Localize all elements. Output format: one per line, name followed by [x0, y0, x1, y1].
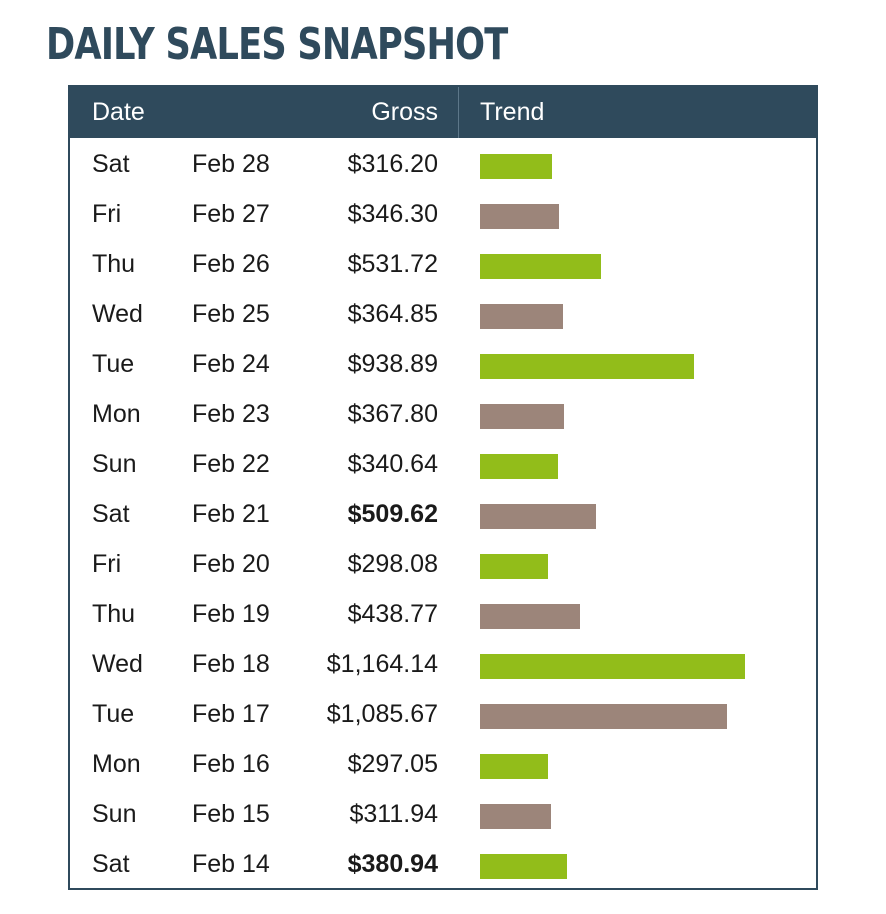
cell-date: Feb 17: [192, 700, 270, 728]
cell-date: Feb 19: [192, 600, 270, 628]
cell-date: Feb 16: [192, 750, 270, 778]
cell-gross: $1,164.14: [326, 650, 438, 678]
trend-bar: [480, 254, 601, 279]
cell-gross: $311.94: [349, 800, 438, 828]
cell-gross: $297.05: [347, 750, 438, 778]
table-row: Fri Feb 27 $346.30: [70, 188, 816, 238]
trend-bar: [480, 854, 567, 879]
cell-day: Sat: [92, 150, 130, 178]
table-row: Sat Feb 28 $316.20: [70, 138, 816, 188]
cell-gross: $340.64: [347, 450, 438, 478]
trend-bar: [480, 754, 548, 779]
cell-day: Sun: [92, 800, 137, 828]
cell-gross: $509.62: [347, 500, 438, 528]
cell-day: Mon: [92, 750, 141, 778]
cell-date: Feb 21: [192, 500, 270, 528]
trend-bar: [480, 504, 596, 529]
cell-date: Feb 24: [192, 350, 270, 378]
page-title: DAILY SALES SNAPSHOT: [46, 19, 508, 70]
cell-gross: $316.20: [347, 150, 438, 178]
sales-table: Date Gross Trend Sat Feb 28 $316.20 Fri Feb …: [68, 85, 818, 890]
cell-day: Wed: [92, 300, 143, 328]
cell-day: Sun: [92, 450, 137, 478]
cell-day: Thu: [92, 250, 136, 278]
table-row: Mon Feb 16 $297.05: [70, 738, 816, 788]
cell-date: Feb 28: [192, 150, 270, 178]
cell-date: Feb 27: [192, 200, 270, 228]
table-row: Sun Feb 22 $340.64: [70, 438, 816, 488]
cell-day: Fri: [92, 200, 122, 228]
cell-date: Feb 25: [192, 300, 270, 328]
table-body: Sat Feb 28 $316.20 Fri Feb 27 $346.30 Thu Feb 2…: [70, 138, 816, 888]
cell-date: Feb 23: [192, 400, 270, 428]
cell-day: Wed: [92, 650, 143, 678]
table-row: Wed Feb 18 $1,164.14: [70, 638, 816, 688]
trend-bar: [480, 304, 563, 329]
cell-day: Mon: [92, 400, 141, 428]
cell-date: Feb 22: [192, 450, 270, 478]
cell-day: Fri: [92, 550, 122, 578]
cell-day: Tue: [92, 350, 135, 378]
cell-day: Tue: [92, 700, 135, 728]
cell-day: Thu: [92, 600, 136, 628]
table-row: Fri Feb 20 $298.08: [70, 538, 816, 588]
table-row: Tue Feb 24 $938.89: [70, 338, 816, 388]
trend-bar: [480, 204, 559, 229]
cell-gross: $367.80: [347, 400, 438, 428]
header-gross: Gross: [371, 98, 438, 126]
cell-day: Sat: [92, 500, 130, 528]
trend-bar: [480, 404, 564, 429]
trend-bar: [480, 604, 580, 629]
cell-date: Feb 15: [192, 800, 270, 828]
header-date: Date: [92, 98, 145, 126]
table-row: Thu Feb 26 $531.72: [70, 238, 816, 288]
cell-date: Feb 18: [192, 650, 270, 678]
trend-bar: [480, 354, 694, 379]
cell-date: Feb 26: [192, 250, 270, 278]
trend-bar: [480, 804, 551, 829]
table-row: Sat Feb 21 $509.62: [70, 488, 816, 538]
cell-day: Sat: [92, 850, 130, 878]
cell-gross: $531.72: [347, 250, 438, 278]
cell-gross: $380.94: [347, 850, 438, 878]
cell-gross: $298.08: [347, 550, 438, 578]
cell-gross: $346.30: [347, 200, 438, 228]
cell-date: Feb 14: [192, 850, 270, 878]
header-trend: Trend: [480, 98, 545, 126]
cell-gross: $938.89: [347, 350, 438, 378]
trend-bar: [480, 654, 745, 679]
trend-bar: [480, 554, 548, 579]
trend-bar: [480, 454, 558, 479]
table-row: Tue Feb 17 $1,085.67: [70, 688, 816, 738]
cell-gross: $364.85: [347, 300, 438, 328]
table-row: Sat Feb 14 $380.94: [70, 838, 816, 888]
cell-date: Feb 20: [192, 550, 270, 578]
cell-gross: $1,085.67: [326, 700, 438, 728]
table-row: Wed Feb 25 $364.85: [70, 288, 816, 338]
table-row: Thu Feb 19 $438.77: [70, 588, 816, 638]
table-header: Date Gross Trend: [70, 87, 816, 138]
header-divider: [458, 87, 459, 138]
table-row: Mon Feb 23 $367.80: [70, 388, 816, 438]
trend-bar: [480, 704, 727, 729]
table-row: Sun Feb 15 $311.94: [70, 788, 816, 838]
trend-bar: [480, 154, 552, 179]
cell-gross: $438.77: [347, 600, 438, 628]
